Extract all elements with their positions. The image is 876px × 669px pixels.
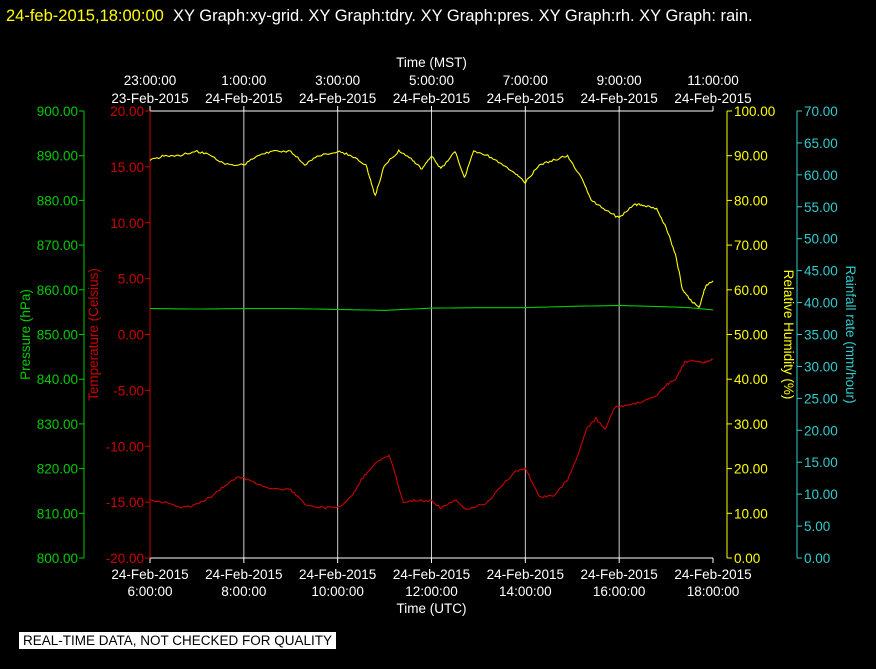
rain-tick-label: 45.00	[804, 264, 838, 279]
rain-tick-label: 70.00	[804, 104, 838, 119]
temperature-tick-label: -5.00	[113, 383, 144, 398]
rain-axis-label: Rainfall rate (mm/hour)	[843, 265, 858, 403]
pressure-tick-label: 860.00	[37, 283, 78, 298]
humidity-tick-label: 100.00	[734, 104, 775, 119]
humidity-tick-label: 10.00	[734, 506, 768, 521]
humidity-tick-label: 80.00	[734, 193, 768, 208]
x-tick-label-time: 18:00:00	[687, 584, 740, 599]
rain-tick-label: 25.00	[804, 391, 838, 406]
temperature-tick-label: 20.00	[110, 104, 144, 119]
pressure-tick-label: 840.00	[37, 372, 78, 387]
quality-notice: REAL-TIME DATA, NOT CHECKED FOR QUALITY	[19, 632, 337, 649]
graph-list: XY Graph:xy-grid. XY Graph:tdry. XY Grap…	[172, 7, 753, 25]
x-tick-label-time: 14:00:00	[499, 584, 552, 599]
pressure-tick-label: 900.00	[37, 104, 78, 119]
x-top-tick-label-time: 3:00:00	[315, 73, 360, 88]
x-axis-label: Time (UTC)	[397, 601, 467, 616]
temperature-tick-label: -15.00	[106, 495, 144, 510]
temperature-tick-label: 0.00	[118, 328, 144, 343]
humidity-axis-label: Relative Humidity (%)	[781, 270, 796, 400]
humidity-tick-label: 0.00	[734, 551, 760, 566]
humidity-tick-label: 60.00	[734, 283, 768, 298]
x-top-tick-label-date: 24-Feb-2015	[205, 91, 282, 106]
x-tick-label-date: 24-Feb-2015	[487, 567, 564, 582]
x-top-tick-label-date: 24-Feb-2015	[674, 91, 751, 106]
temperature-series-line	[149, 358, 714, 510]
temperature-tick-label: 5.00	[118, 272, 144, 287]
x-top-tick-label-time: 1:00:00	[221, 73, 266, 88]
rain-tick-label: 5.00	[804, 519, 830, 534]
pressure-tick-label: 870.00	[37, 238, 78, 253]
rain-tick-label: 0.00	[804, 551, 830, 566]
rain-tick-label: 65.00	[804, 136, 838, 151]
x-top-tick-label-time: 5:00:00	[409, 73, 454, 88]
rain-tick-label: 10.00	[804, 487, 838, 502]
x-tick-label-time: 10:00:00	[311, 584, 364, 599]
pressure-tick-label: 880.00	[37, 193, 78, 208]
temperature-axis-label: Temperature (Celsius)	[86, 268, 101, 401]
x-tick-label-time: 6:00:00	[127, 584, 172, 599]
temperature-tick-label: -20.00	[106, 551, 144, 566]
chart-axes	[79, 106, 802, 563]
humidity-tick-label: 50.00	[734, 328, 768, 343]
pressure-axis-label: Pressure (hPa)	[18, 289, 33, 380]
x-tick-label-date: 24-Feb-2015	[581, 567, 658, 582]
graph-title: 24-feb-2015,18:00:00 XY Graph:xy-grid. X…	[6, 2, 868, 31]
x-top-tick-label-date: 24-Feb-2015	[299, 91, 376, 106]
rain-tick-label: 35.00	[804, 328, 838, 343]
x-tick-label-date: 24-Feb-2015	[299, 567, 376, 582]
x-tick-label-time: 16:00:00	[593, 584, 646, 599]
x-top-tick-label-date: 23-Feb-2015	[111, 91, 188, 106]
x-top-tick-label-date: 24-Feb-2015	[487, 91, 564, 106]
rain-tick-label: 55.00	[804, 200, 838, 215]
humidity-tick-label: 70.00	[734, 238, 768, 253]
graph-timestamp: 24-feb-2015,18:00:00	[6, 7, 164, 25]
rain-tick-label: 40.00	[804, 296, 838, 311]
pressure-tick-label: 800.00	[37, 551, 78, 566]
temperature-tick-label: 15.00	[110, 160, 144, 175]
pressure-tick-label: 810.00	[37, 506, 78, 521]
x-tick-label-date: 24-Feb-2015	[205, 567, 282, 582]
pressure-tick-label: 890.00	[37, 149, 78, 164]
pressure-series-line	[150, 304, 714, 311]
x-top-tick-label-time: 23:00:00	[124, 73, 177, 88]
rain-tick-label: 50.00	[804, 232, 838, 247]
x-tick-label-date: 24-Feb-2015	[111, 567, 188, 582]
pressure-tick-label: 830.00	[37, 417, 78, 432]
pressure-tick-label: 820.00	[37, 462, 78, 477]
temperature-tick-label: -10.00	[106, 439, 144, 454]
x-top-axis-label: Time (MST)	[396, 55, 467, 70]
x-tick-label-time: 8:00:00	[221, 584, 266, 599]
x-top-tick-label-date: 24-Feb-2015	[393, 91, 470, 106]
rain-tick-label: 60.00	[804, 168, 838, 183]
pressure-tick-label: 850.00	[37, 328, 78, 343]
temperature-tick-label: 10.00	[110, 216, 144, 231]
humidity-tick-label: 20.00	[734, 462, 768, 477]
humidity-series-line	[149, 149, 714, 309]
humidity-tick-label: 30.00	[734, 417, 768, 432]
x-tick-label-time: 12:00:00	[405, 584, 458, 599]
rain-tick-label: 30.00	[804, 359, 838, 374]
chart-labels: 24-Feb-2015 6:00:00 24-Feb-2015 8:00:00 24-F…	[18, 55, 858, 616]
chart-grid	[243, 111, 620, 558]
x-top-tick-label-time: 11:00:00	[687, 73, 739, 88]
humidity-tick-label: 90.00	[734, 149, 768, 164]
x-top-tick-label-time: 7:00:00	[503, 73, 548, 88]
humidity-tick-label: 40.00	[734, 372, 768, 387]
x-top-tick-label-date: 24-Feb-2015	[581, 91, 658, 106]
rain-tick-label: 20.00	[804, 423, 838, 438]
rain-tick-label: 15.00	[804, 455, 838, 470]
x-tick-label-date: 24-Feb-2015	[674, 567, 751, 582]
x-top-tick-label-time: 9:00:00	[597, 73, 642, 88]
chart-series	[149, 149, 714, 510]
x-tick-label-date: 24-Feb-2015	[393, 567, 470, 582]
